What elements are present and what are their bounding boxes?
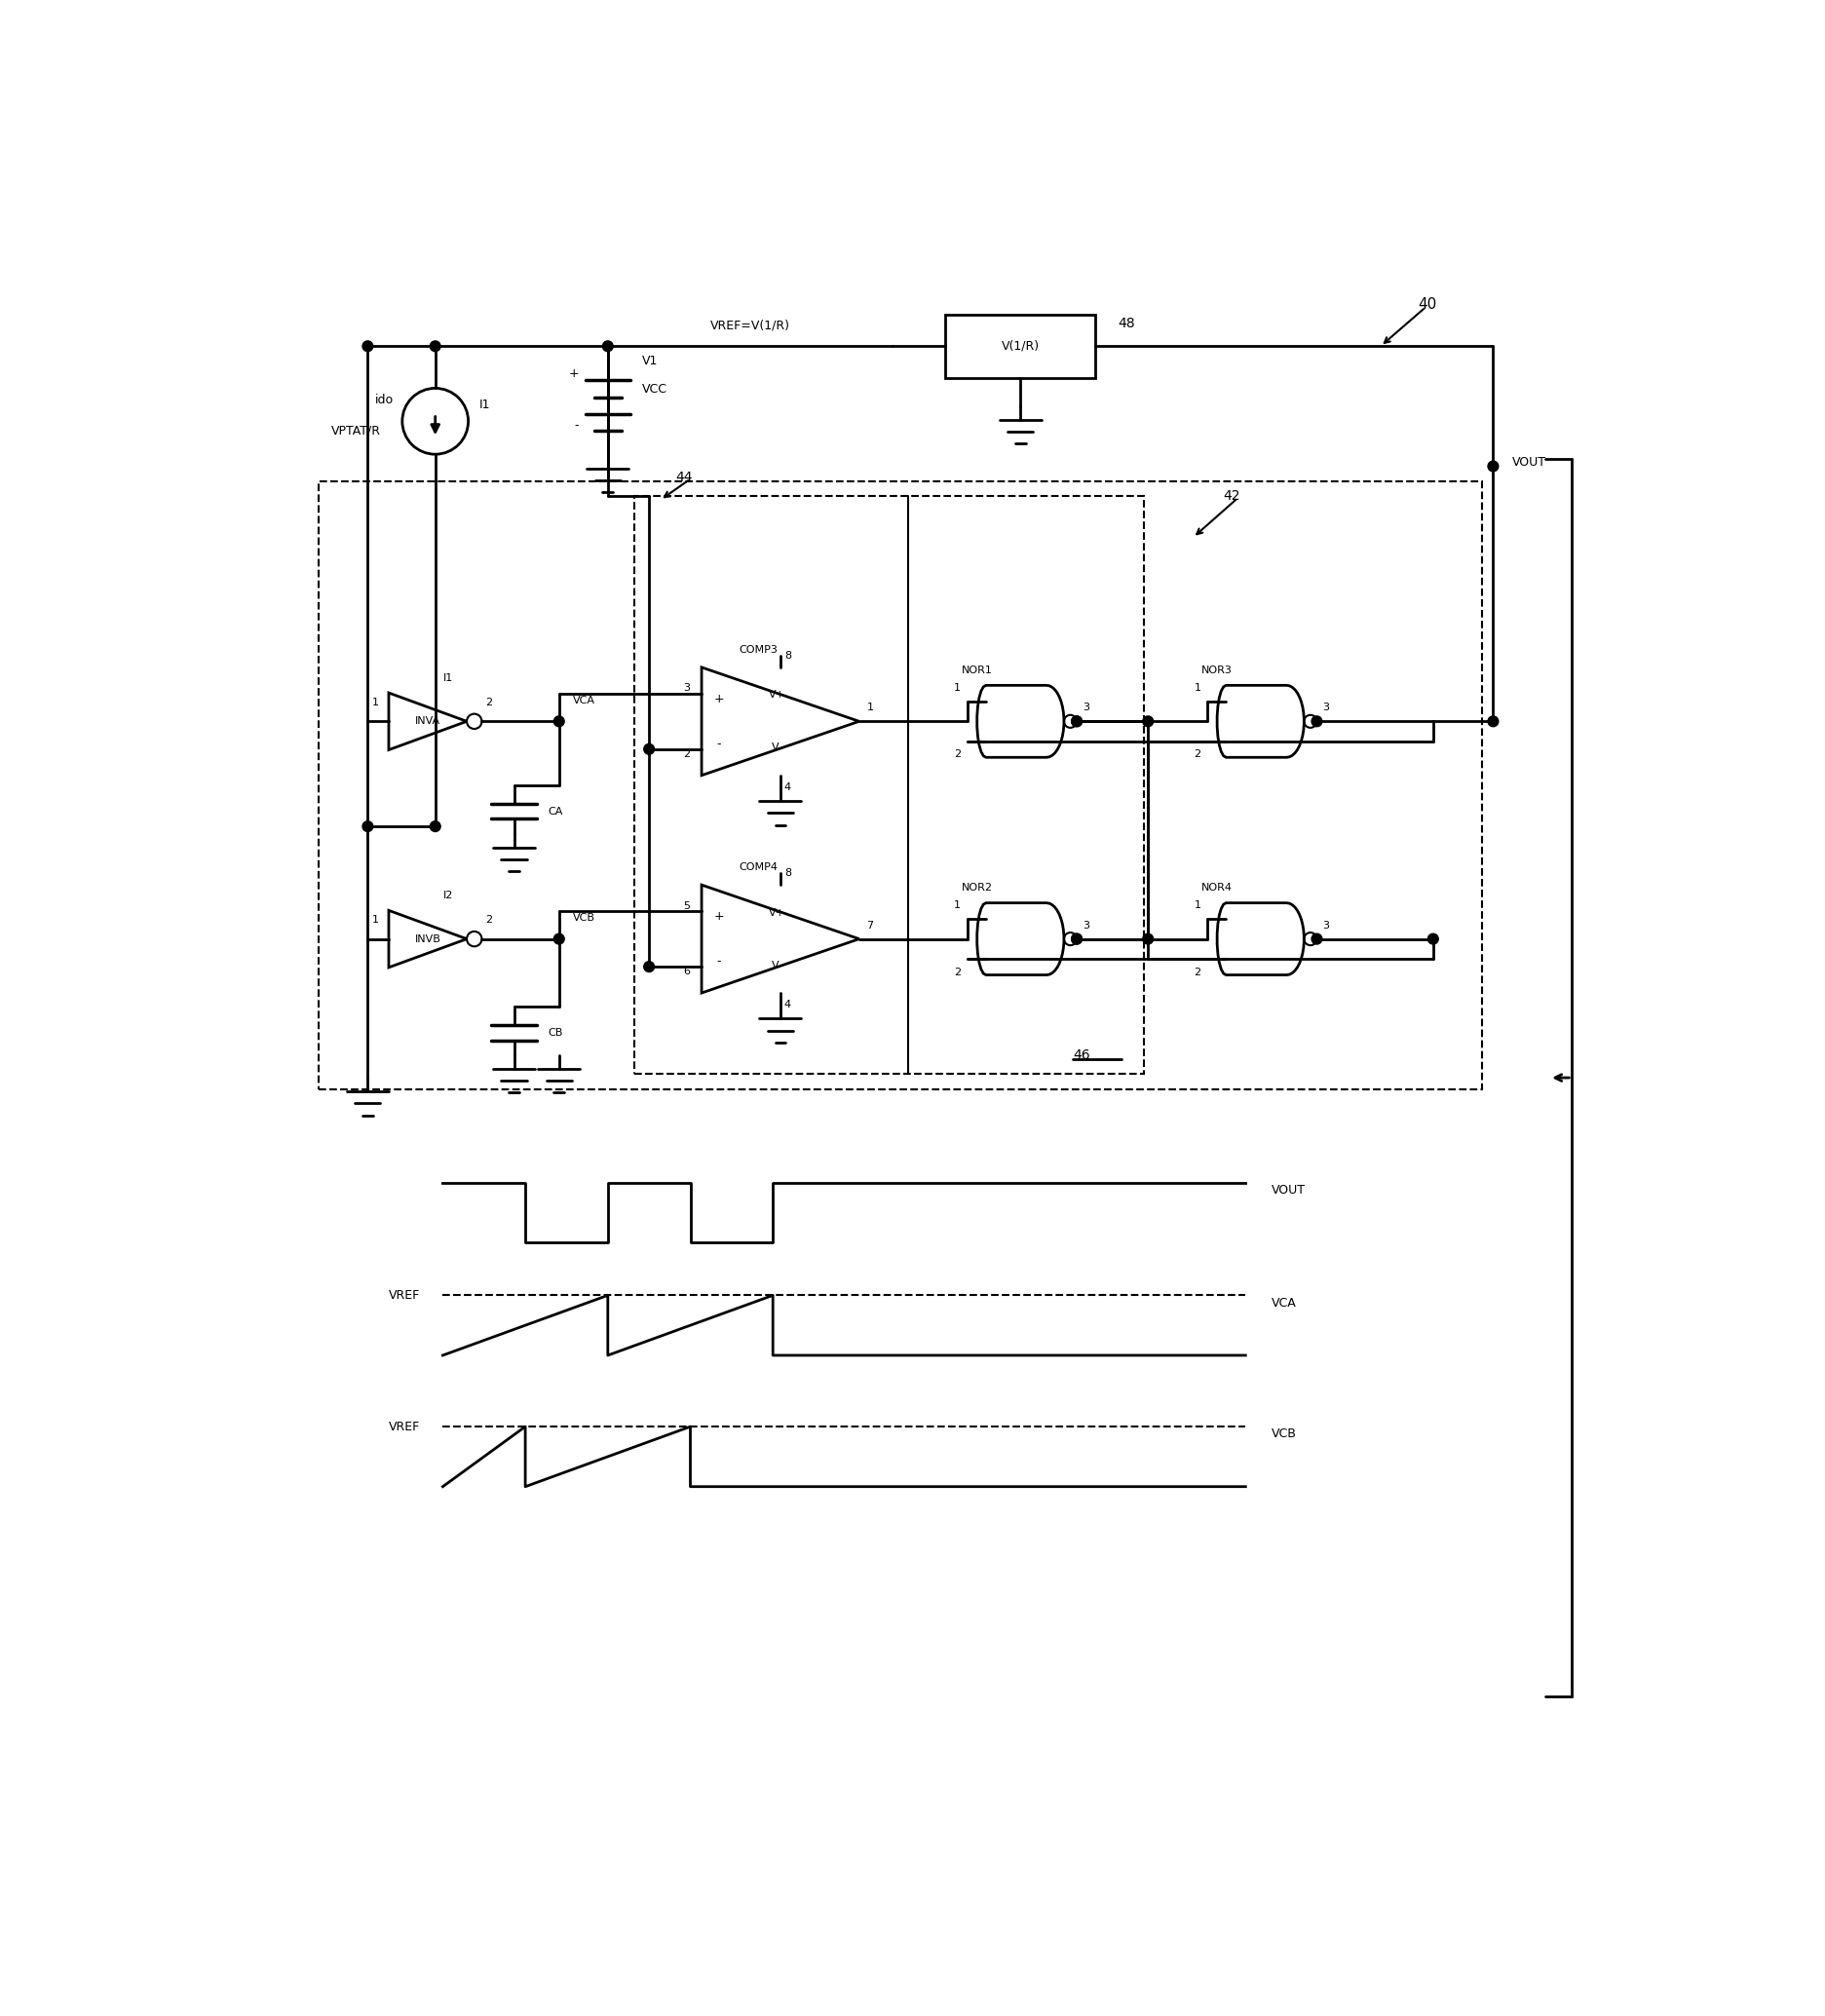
Text: 2: 2 bbox=[1194, 968, 1201, 978]
Text: VCC: VCC bbox=[642, 383, 666, 395]
Text: +: + bbox=[714, 909, 725, 923]
Text: 3: 3 bbox=[1323, 704, 1329, 714]
Text: VOUT: VOUT bbox=[1511, 456, 1546, 470]
Circle shape bbox=[431, 821, 440, 833]
Text: 1: 1 bbox=[1194, 901, 1201, 911]
Circle shape bbox=[1487, 716, 1498, 726]
Text: 1: 1 bbox=[1194, 683, 1201, 694]
Text: INVA: INVA bbox=[414, 716, 440, 726]
Circle shape bbox=[1142, 716, 1153, 726]
Text: 3: 3 bbox=[1082, 704, 1090, 714]
Text: 42: 42 bbox=[1223, 490, 1241, 504]
Text: 8: 8 bbox=[785, 651, 790, 659]
Text: CA: CA bbox=[548, 806, 562, 816]
Circle shape bbox=[1071, 716, 1082, 726]
Circle shape bbox=[1071, 716, 1082, 726]
Text: 3: 3 bbox=[1082, 921, 1090, 929]
Circle shape bbox=[1427, 933, 1438, 943]
Text: -: - bbox=[575, 419, 579, 431]
Text: 5: 5 bbox=[684, 901, 690, 911]
Circle shape bbox=[602, 341, 613, 351]
Text: 1: 1 bbox=[954, 901, 960, 911]
Text: CB: CB bbox=[548, 1028, 562, 1038]
Text: 6: 6 bbox=[684, 968, 690, 978]
Text: 44: 44 bbox=[675, 470, 692, 484]
Text: 2: 2 bbox=[683, 750, 690, 760]
Text: V+: V+ bbox=[768, 689, 785, 700]
Text: ido: ido bbox=[376, 393, 394, 407]
Text: 48: 48 bbox=[1119, 317, 1135, 331]
Circle shape bbox=[363, 821, 372, 833]
Text: I1: I1 bbox=[443, 673, 453, 683]
Circle shape bbox=[553, 716, 564, 726]
Circle shape bbox=[553, 933, 564, 943]
Text: VOUT: VOUT bbox=[1272, 1183, 1307, 1198]
Text: -: - bbox=[717, 956, 721, 968]
Circle shape bbox=[431, 341, 440, 351]
FancyBboxPatch shape bbox=[945, 314, 1095, 379]
Circle shape bbox=[1312, 716, 1321, 726]
Text: V1: V1 bbox=[642, 355, 657, 367]
Circle shape bbox=[1071, 933, 1082, 943]
Text: VREF: VREF bbox=[389, 1419, 420, 1433]
Text: V-: V- bbox=[772, 960, 781, 970]
Text: 40: 40 bbox=[1418, 298, 1436, 312]
Text: INVB: INVB bbox=[414, 933, 442, 943]
Text: VCB: VCB bbox=[573, 913, 595, 923]
Text: 3: 3 bbox=[1323, 921, 1329, 929]
Circle shape bbox=[1071, 933, 1082, 943]
Text: 46: 46 bbox=[1073, 1048, 1090, 1062]
Text: 2: 2 bbox=[1194, 750, 1201, 760]
Text: 8: 8 bbox=[785, 869, 790, 877]
Text: I2: I2 bbox=[443, 891, 453, 901]
Text: V+: V+ bbox=[768, 907, 785, 917]
Text: V-: V- bbox=[772, 742, 781, 752]
Text: 4: 4 bbox=[785, 1000, 790, 1010]
Circle shape bbox=[1142, 933, 1153, 943]
Text: 3: 3 bbox=[684, 683, 690, 694]
Text: COMP3: COMP3 bbox=[739, 645, 777, 655]
Text: VCA: VCA bbox=[573, 696, 595, 706]
Text: 2: 2 bbox=[954, 968, 962, 978]
Text: COMP4: COMP4 bbox=[739, 863, 777, 873]
Circle shape bbox=[1487, 462, 1498, 472]
Text: +: + bbox=[714, 694, 725, 706]
Text: 1: 1 bbox=[954, 683, 960, 694]
Text: V(1/R): V(1/R) bbox=[1002, 341, 1040, 353]
Text: VCA: VCA bbox=[1272, 1296, 1298, 1308]
Text: 7: 7 bbox=[867, 921, 874, 929]
Text: 2: 2 bbox=[485, 915, 493, 925]
Text: 4: 4 bbox=[785, 782, 790, 792]
Circle shape bbox=[363, 341, 372, 351]
Text: 1: 1 bbox=[867, 704, 874, 714]
Text: VPTAT/R: VPTAT/R bbox=[332, 423, 381, 437]
Text: I1: I1 bbox=[478, 399, 489, 411]
Text: VREF=V(1/R): VREF=V(1/R) bbox=[710, 319, 790, 331]
Circle shape bbox=[1312, 933, 1321, 943]
Text: 2: 2 bbox=[954, 750, 962, 760]
Circle shape bbox=[644, 962, 655, 972]
Text: NOR1: NOR1 bbox=[962, 665, 993, 675]
Text: VCB: VCB bbox=[1272, 1427, 1298, 1441]
Text: VREF: VREF bbox=[389, 1288, 420, 1302]
Text: 2: 2 bbox=[485, 698, 493, 708]
Text: NOR2: NOR2 bbox=[962, 883, 993, 893]
Text: 1: 1 bbox=[372, 698, 378, 708]
Text: 1: 1 bbox=[372, 915, 378, 925]
Text: NOR3: NOR3 bbox=[1201, 665, 1232, 675]
Text: -: - bbox=[717, 738, 721, 750]
Text: NOR4: NOR4 bbox=[1201, 883, 1232, 893]
Text: +: + bbox=[569, 367, 579, 381]
Circle shape bbox=[644, 744, 655, 754]
